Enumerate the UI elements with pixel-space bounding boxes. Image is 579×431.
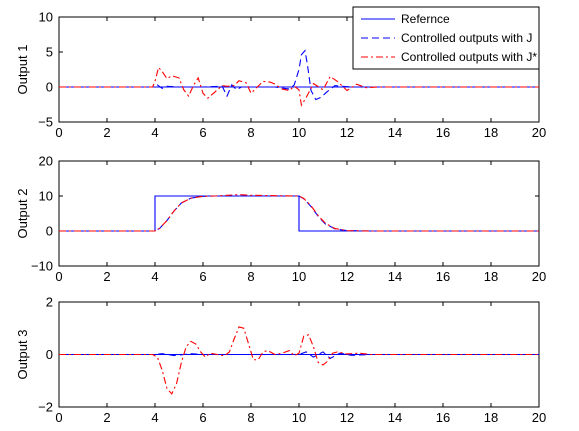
x-tick-label: 18 [484,269,498,284]
x-tick-label: 12 [340,125,354,140]
y-tick-label: 10 [39,10,53,25]
x-tick-label: 14 [388,125,402,140]
x-tick-label: 20 [532,269,546,284]
legend-label: Refernce [401,12,450,26]
y-tick-label: −10 [31,259,53,274]
x-tick-label: 10 [292,269,306,284]
x-tick-label: 6 [199,410,206,425]
y-tick-label: 2 [46,295,53,310]
y-tick-label: 0 [46,80,53,95]
legend-label: Controlled outputs with J [401,31,532,45]
x-tick-label: 20 [532,410,546,425]
y-tick-label: −5 [38,115,53,130]
x-tick-label: 10 [292,125,306,140]
x-tick-label: 4 [151,410,158,425]
y-axis-label: Output 1 [15,45,30,95]
y-tick-label: −2 [38,400,53,415]
x-tick-label: 18 [484,125,498,140]
x-tick-label: 16 [436,125,450,140]
x-tick-label: 4 [151,125,158,140]
x-tick-label: 8 [247,269,254,284]
y-tick-label: 5 [46,45,53,60]
x-tick-label: 2 [103,269,110,284]
x-tick-label: 2 [103,125,110,140]
x-tick-label: 0 [55,410,62,425]
x-tick-label: 0 [55,269,62,284]
x-tick-label: 8 [247,410,254,425]
y-axis-label: Output 3 [15,330,30,380]
x-tick-label: 6 [199,269,206,284]
x-tick-label: 16 [436,410,450,425]
x-tick-label: 20 [532,125,546,140]
series-line-3 [59,326,539,395]
x-tick-label: 8 [247,125,254,140]
x-tick-label: 2 [103,410,110,425]
x-tick-label: 0 [55,125,62,140]
x-tick-label: 10 [292,410,306,425]
legend: Refernce Controlled outputs with J Control… [352,6,540,70]
y-tick-label: 10 [39,189,53,204]
series-line-2 [59,351,539,360]
x-tick-label: 4 [151,269,158,284]
series-line-3 [59,194,539,232]
y-tick-label: 20 [39,154,53,169]
legend-label: Controlled outputs with J* [401,50,537,64]
y-tick-label: 0 [46,347,53,362]
x-tick-label: 12 [340,410,354,425]
x-tick-label: 6 [199,125,206,140]
x-tick-label: 14 [388,269,402,284]
y-tick-label: 0 [46,224,53,239]
y-axis-label: Output 2 [15,189,30,239]
x-tick-label: 14 [388,410,402,425]
x-tick-label: 16 [436,269,450,284]
x-tick-label: 12 [340,269,354,284]
x-tick-label: 18 [484,410,498,425]
series-line-3 [59,66,539,107]
